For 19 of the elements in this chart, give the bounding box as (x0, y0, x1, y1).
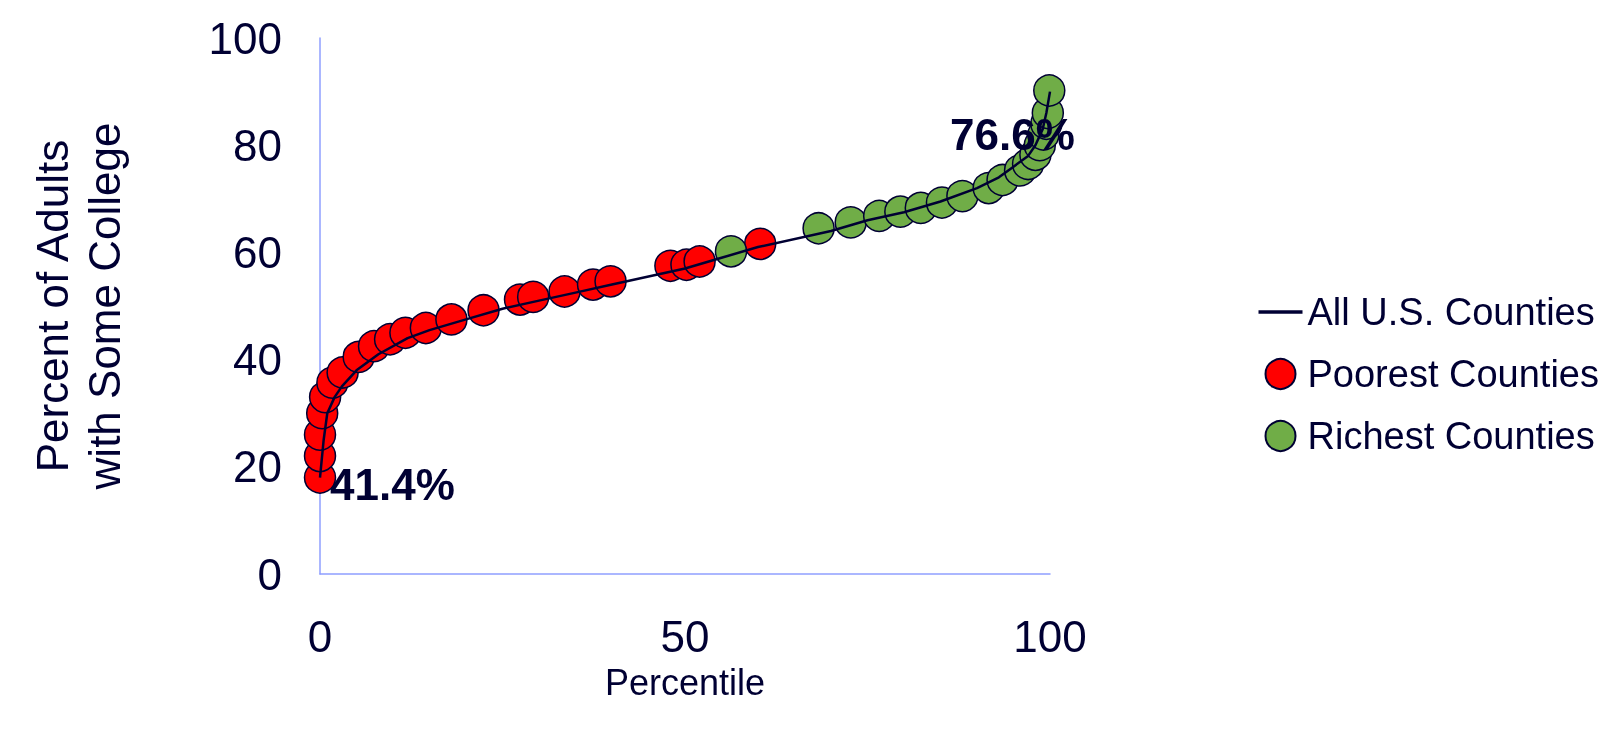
y-axis-title: Percent of Adults with Some College (27, 122, 129, 491)
y-tick-label: 100 (208, 13, 282, 63)
x-tick-label: 0 (307, 611, 333, 661)
point (435, 303, 468, 336)
x-tick-label: 50 (660, 611, 710, 661)
point (1033, 74, 1066, 107)
y-tick-label: 60 (233, 227, 282, 277)
point (516, 280, 550, 314)
legend-label: Poorest Counties (1307, 353, 1600, 395)
legend-label: Richest Counties (1307, 415, 1595, 457)
y-tick-label: 0 (257, 549, 282, 599)
point (467, 294, 500, 327)
y-tick-label: 40 (233, 335, 282, 385)
annotation: 41.4% (330, 459, 455, 509)
x-axis-title: Percentile (604, 661, 766, 703)
y-tick-label: 20 (233, 442, 282, 492)
legend-label: All U.S. Counties (1307, 291, 1595, 333)
x-tick-label: 100 (1013, 611, 1087, 661)
y-tick-label: 80 (233, 120, 282, 170)
